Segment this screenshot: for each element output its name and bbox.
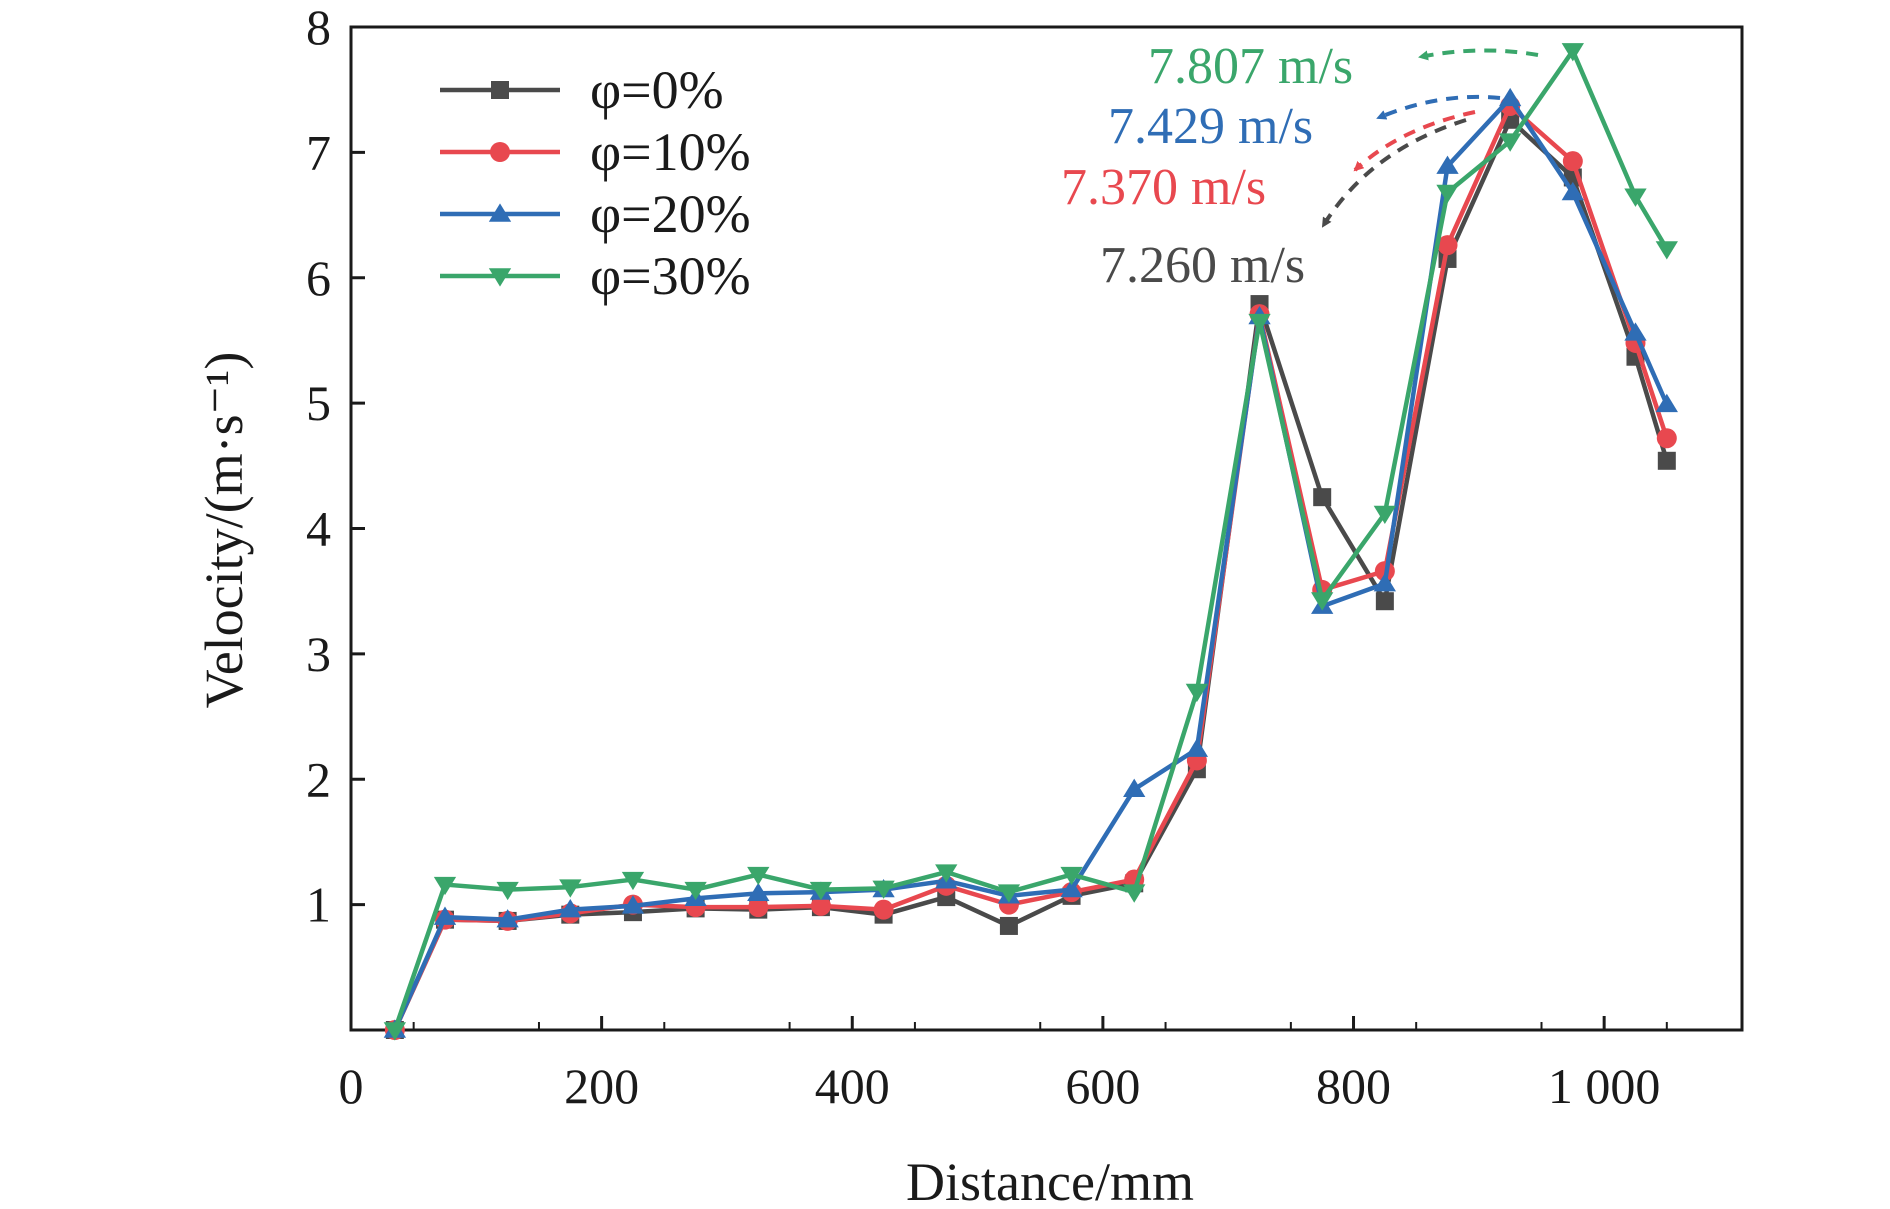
y-tick-label: 3: [306, 626, 331, 682]
data-point: [433, 906, 457, 925]
data-point: [1123, 884, 1146, 903]
data-point: [935, 864, 958, 883]
data-point: [433, 876, 457, 896]
legend-marker: [491, 81, 509, 99]
legend-item: φ=20%: [440, 184, 751, 244]
data-point: [1060, 866, 1083, 886]
annotation-label: 7.370 m/s: [1061, 159, 1266, 216]
data-point: [1437, 235, 1458, 256]
data-point: [1657, 451, 1676, 470]
x-tick-label: 200: [564, 1058, 639, 1114]
annotation-arrow: [1321, 118, 1467, 228]
data-point: [621, 871, 645, 891]
legend-marker: [490, 142, 510, 162]
y-axis-title: Velocity/(m·s⁻¹): [194, 352, 254, 709]
data-point: [496, 881, 519, 901]
x-tick-label: 0: [339, 1058, 364, 1114]
data-point: [621, 895, 645, 914]
x-axis-title: Distance/mm: [906, 1152, 1194, 1209]
y-tick-label: 5: [306, 375, 331, 431]
series-2: [383, 87, 1678, 1038]
legend-label: φ=20%: [590, 184, 751, 244]
x-tick-label: 600: [1065, 1058, 1140, 1114]
data-point: [1185, 738, 1209, 757]
data-point: [747, 866, 770, 886]
data-point: [1436, 155, 1459, 174]
annotation-arrow: [1418, 48, 1539, 61]
data-point: [1561, 43, 1584, 62]
data-point: [684, 881, 707, 901]
y-tick-label: 1: [306, 877, 331, 933]
data-point: [997, 884, 1021, 903]
data-point: [1373, 505, 1397, 525]
data-point: [1375, 592, 1394, 611]
data-point: [1499, 87, 1522, 107]
data-point: [1436, 184, 1459, 204]
y-axis: 1 2 3 4 5 6 7 8: [306, 0, 365, 933]
y-tick-label: 2: [306, 751, 331, 807]
data-point: [559, 879, 582, 898]
x-axis: 0 200 400 600 800 1 000: [339, 1016, 1668, 1114]
annotation-0: 7.807 m/s: [1148, 38, 1539, 95]
y-tick-label: 8: [306, 0, 331, 55]
data-point: [1655, 241, 1678, 260]
data-point: [1123, 778, 1146, 797]
annotation-label: 7.429 m/s: [1108, 98, 1313, 155]
annotation-label: 7.260 m/s: [1100, 237, 1305, 294]
annotation-2: 7.370 m/s: [1061, 110, 1476, 216]
annotation-layer: 7.807 m/s7.429 m/s7.370 m/s 7.260 m/s: [1061, 38, 1539, 294]
series-layer: [383, 43, 1678, 1041]
data-point: [1656, 428, 1677, 449]
data-point: [1561, 181, 1584, 201]
series-3: [383, 43, 1678, 1041]
legend: φ=0%φ=10%φ=20%φ=30%: [440, 60, 751, 306]
y-tick-label: 6: [306, 250, 331, 306]
series-1: [384, 95, 1677, 1040]
legend-label: φ=0%: [590, 60, 724, 120]
annotation-3: 7.260 m/s: [1100, 118, 1467, 294]
annotation-label: 7.807 m/s: [1148, 38, 1353, 95]
data-point: [872, 880, 895, 899]
legend-label: φ=30%: [590, 246, 751, 306]
data-point: [999, 916, 1018, 935]
data-point: [383, 1022, 407, 1041]
series-line: [392, 117, 1669, 1031]
data-point: [496, 909, 519, 928]
series-line: [392, 48, 1669, 1031]
data-point: [810, 895, 831, 916]
data-point: [1185, 683, 1209, 703]
annotation-1: 7.429 m/s: [1108, 94, 1501, 155]
x-tick-label: 800: [1316, 1058, 1391, 1114]
data-point: [1624, 322, 1647, 341]
data-point: [748, 897, 769, 918]
legend-label: φ=10%: [590, 122, 751, 182]
data-point: [1562, 151, 1583, 172]
data-point: [1655, 393, 1678, 413]
data-point: [1499, 133, 1522, 152]
x-tick-label: 400: [815, 1058, 890, 1114]
legend-item: φ=30%: [440, 246, 751, 306]
data-point: [1373, 573, 1397, 592]
data-point: [1313, 488, 1332, 507]
data-point: [809, 881, 833, 901]
legend-item: φ=0%: [440, 60, 724, 120]
legend-item: φ=10%: [440, 122, 751, 182]
series-line: [392, 96, 1669, 1031]
data-point: [1248, 313, 1271, 333]
data-point: [1624, 188, 1647, 207]
legend-marker: [488, 268, 512, 287]
annotation-arrow: [1376, 94, 1501, 120]
data-point: [747, 882, 770, 902]
y-tick-label: 4: [306, 501, 331, 557]
y-tick-label: 7: [306, 124, 331, 180]
data-point: [559, 899, 582, 918]
legend-marker: [488, 203, 512, 222]
data-point: [1311, 592, 1334, 611]
annotation-arrow: [1353, 110, 1476, 172]
data-point: [873, 899, 894, 920]
data-point: [1060, 878, 1083, 898]
x-tick-label: 1 000: [1548, 1058, 1661, 1114]
